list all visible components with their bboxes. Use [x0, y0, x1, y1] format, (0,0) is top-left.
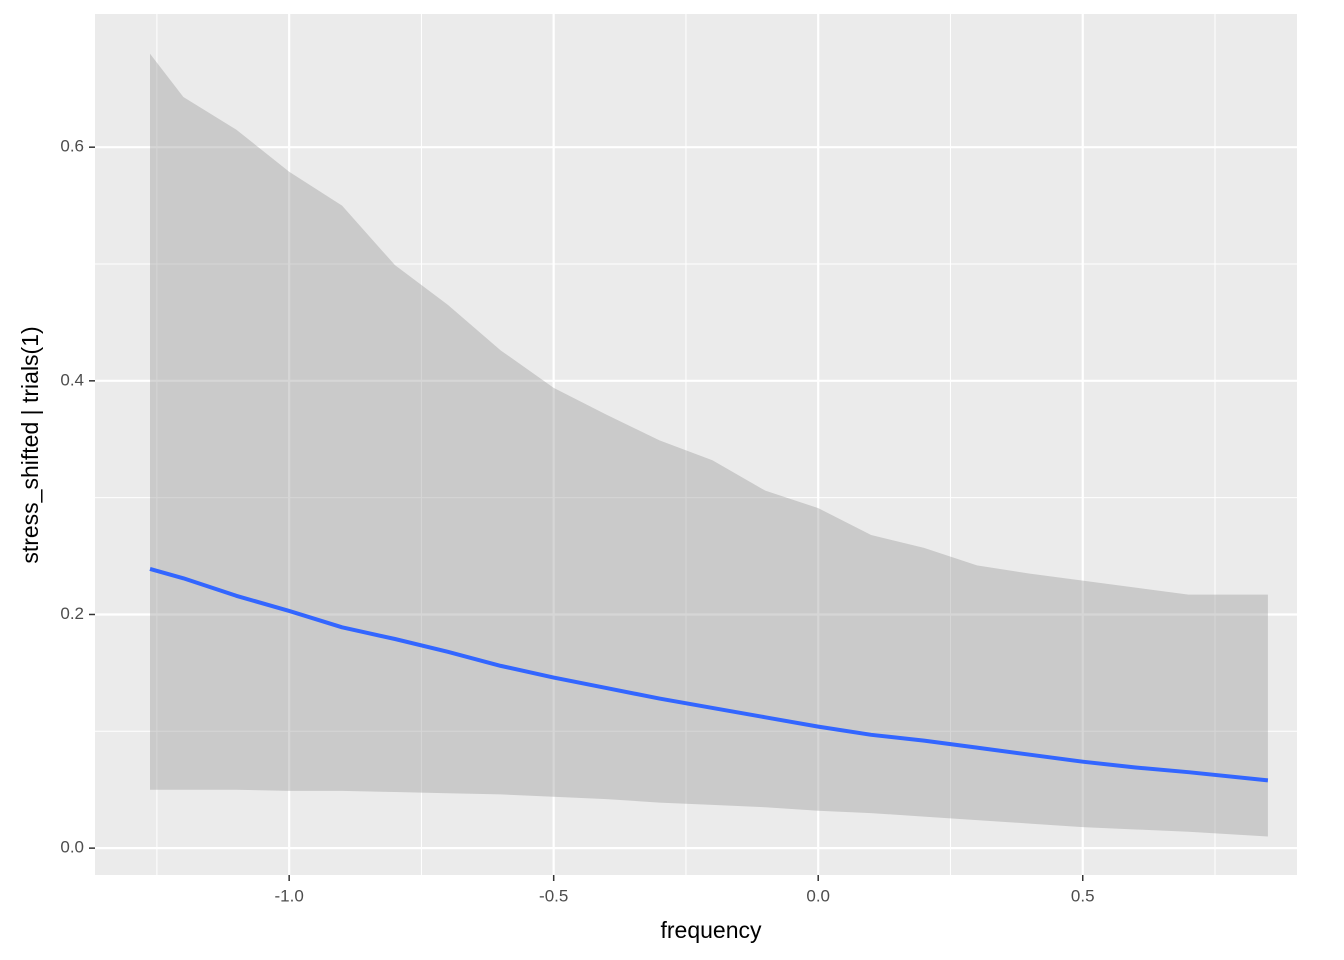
- x-tick-label: 0.0: [806, 886, 830, 905]
- x-tick-label: -0.5: [539, 886, 568, 905]
- fit-line: [149, 566, 1269, 783]
- x-tick-label: 0.5: [1071, 886, 1095, 905]
- y-tick-label: 0.2: [60, 604, 84, 623]
- y-tick-label: 0.6: [60, 137, 84, 156]
- y-axis-label: stress_shifted | trials(1): [17, 326, 43, 563]
- x-axis-label: frequency: [660, 917, 762, 943]
- x-tick-label: -1.0: [275, 886, 304, 905]
- confidence-ribbon: [150, 53, 1268, 837]
- y-tick-label: 0.0: [60, 838, 84, 857]
- y-tick-label: 0.4: [60, 370, 84, 389]
